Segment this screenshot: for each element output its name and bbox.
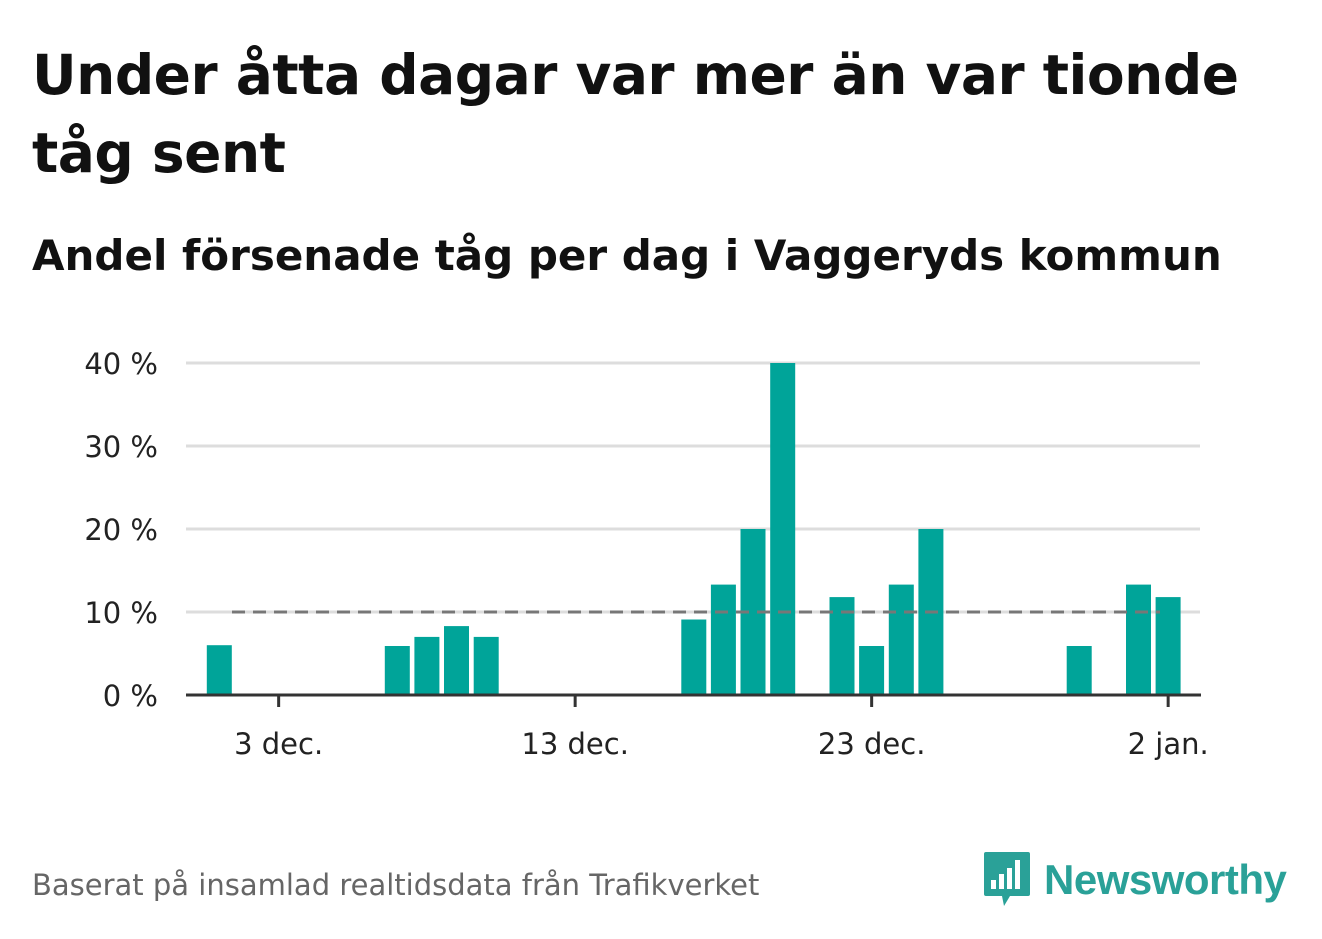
bar bbox=[1066, 646, 1092, 695]
x-tick-label: 3 dec. bbox=[234, 727, 323, 761]
x-tick-label: 23 dec. bbox=[818, 727, 926, 761]
y-tick-label: 30 % bbox=[84, 430, 158, 464]
x-axis: 3 dec. 13 dec. 23 dec. 2 jan. bbox=[186, 693, 1209, 761]
bar bbox=[770, 363, 796, 695]
chart-title: Under åtta dagar var mer än var tionde t… bbox=[32, 43, 1239, 185]
chart-subtitle: Andel försenade tåg per dag i Vaggeryds … bbox=[32, 231, 1222, 280]
bar bbox=[414, 636, 440, 695]
y-tick-label: 10 % bbox=[84, 596, 158, 630]
source-note: Baserat på insamlad realtidsdata från Tr… bbox=[32, 868, 760, 902]
newsworthy-bar-icon bbox=[984, 852, 1030, 906]
bar bbox=[859, 646, 885, 695]
bar bbox=[681, 619, 707, 695]
bar bbox=[710, 584, 736, 695]
logo-text: Newsworthy bbox=[1044, 856, 1287, 903]
x-tick-label: 13 dec. bbox=[521, 727, 629, 761]
bar bbox=[444, 626, 469, 695]
y-tick-label: 40 % bbox=[84, 347, 158, 381]
bars bbox=[206, 363, 1181, 695]
bar bbox=[384, 646, 410, 695]
y-tick-label: 20 % bbox=[84, 513, 158, 547]
newsworthy-logo[interactable]: Newsworthy bbox=[982, 850, 1287, 910]
x-tick-label: 2 jan. bbox=[1128, 727, 1209, 761]
y-tick-label: 0 % bbox=[103, 679, 158, 713]
bar bbox=[1126, 584, 1151, 695]
gridlines bbox=[186, 361, 1200, 614]
y-axis-ticks: 0 % 10 % 20 % 30 % 40 % bbox=[84, 347, 158, 713]
bar bbox=[206, 645, 232, 695]
bar-chart: 0 % 10 % 20 % 30 % 40 % 3 dec. 13 dec. 23 dec.… bbox=[84, 347, 1209, 761]
bar bbox=[888, 584, 914, 695]
bar bbox=[473, 636, 499, 695]
